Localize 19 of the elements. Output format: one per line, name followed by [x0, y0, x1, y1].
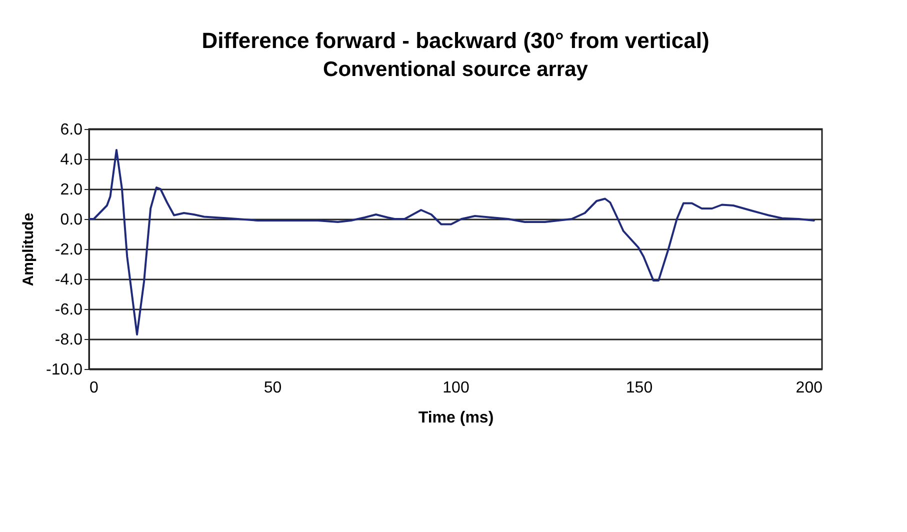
- y-tick-label: -8.0: [54, 332, 83, 348]
- x-tick-label: 0: [90, 380, 98, 396]
- y-tick-label: -4.0: [54, 272, 83, 288]
- y-axis-title: Amplitude: [20, 212, 38, 286]
- chart-subtitle: Conventional source array: [323, 58, 588, 81]
- x-tick-label: 150: [626, 380, 653, 396]
- y-tick-label: 0.0: [60, 212, 83, 228]
- x-tick-label: 200: [796, 380, 823, 396]
- y-tick-label: -2.0: [54, 242, 83, 258]
- line-series: [89, 149, 815, 336]
- chart-title: Difference forward - backward (30° from vertical): [202, 28, 710, 53]
- x-tick-label: 50: [264, 380, 282, 396]
- x-axis-title: Time (ms): [418, 410, 494, 426]
- y-tick-label: 6.0: [60, 122, 83, 138]
- y-tick-label: -10.0: [46, 362, 83, 378]
- y-tick-label: 2.0: [60, 182, 83, 198]
- y-tick-label: -6.0: [54, 302, 83, 318]
- x-tick-label: 100: [442, 380, 470, 396]
- y-tick-label: 4.0: [60, 152, 83, 168]
